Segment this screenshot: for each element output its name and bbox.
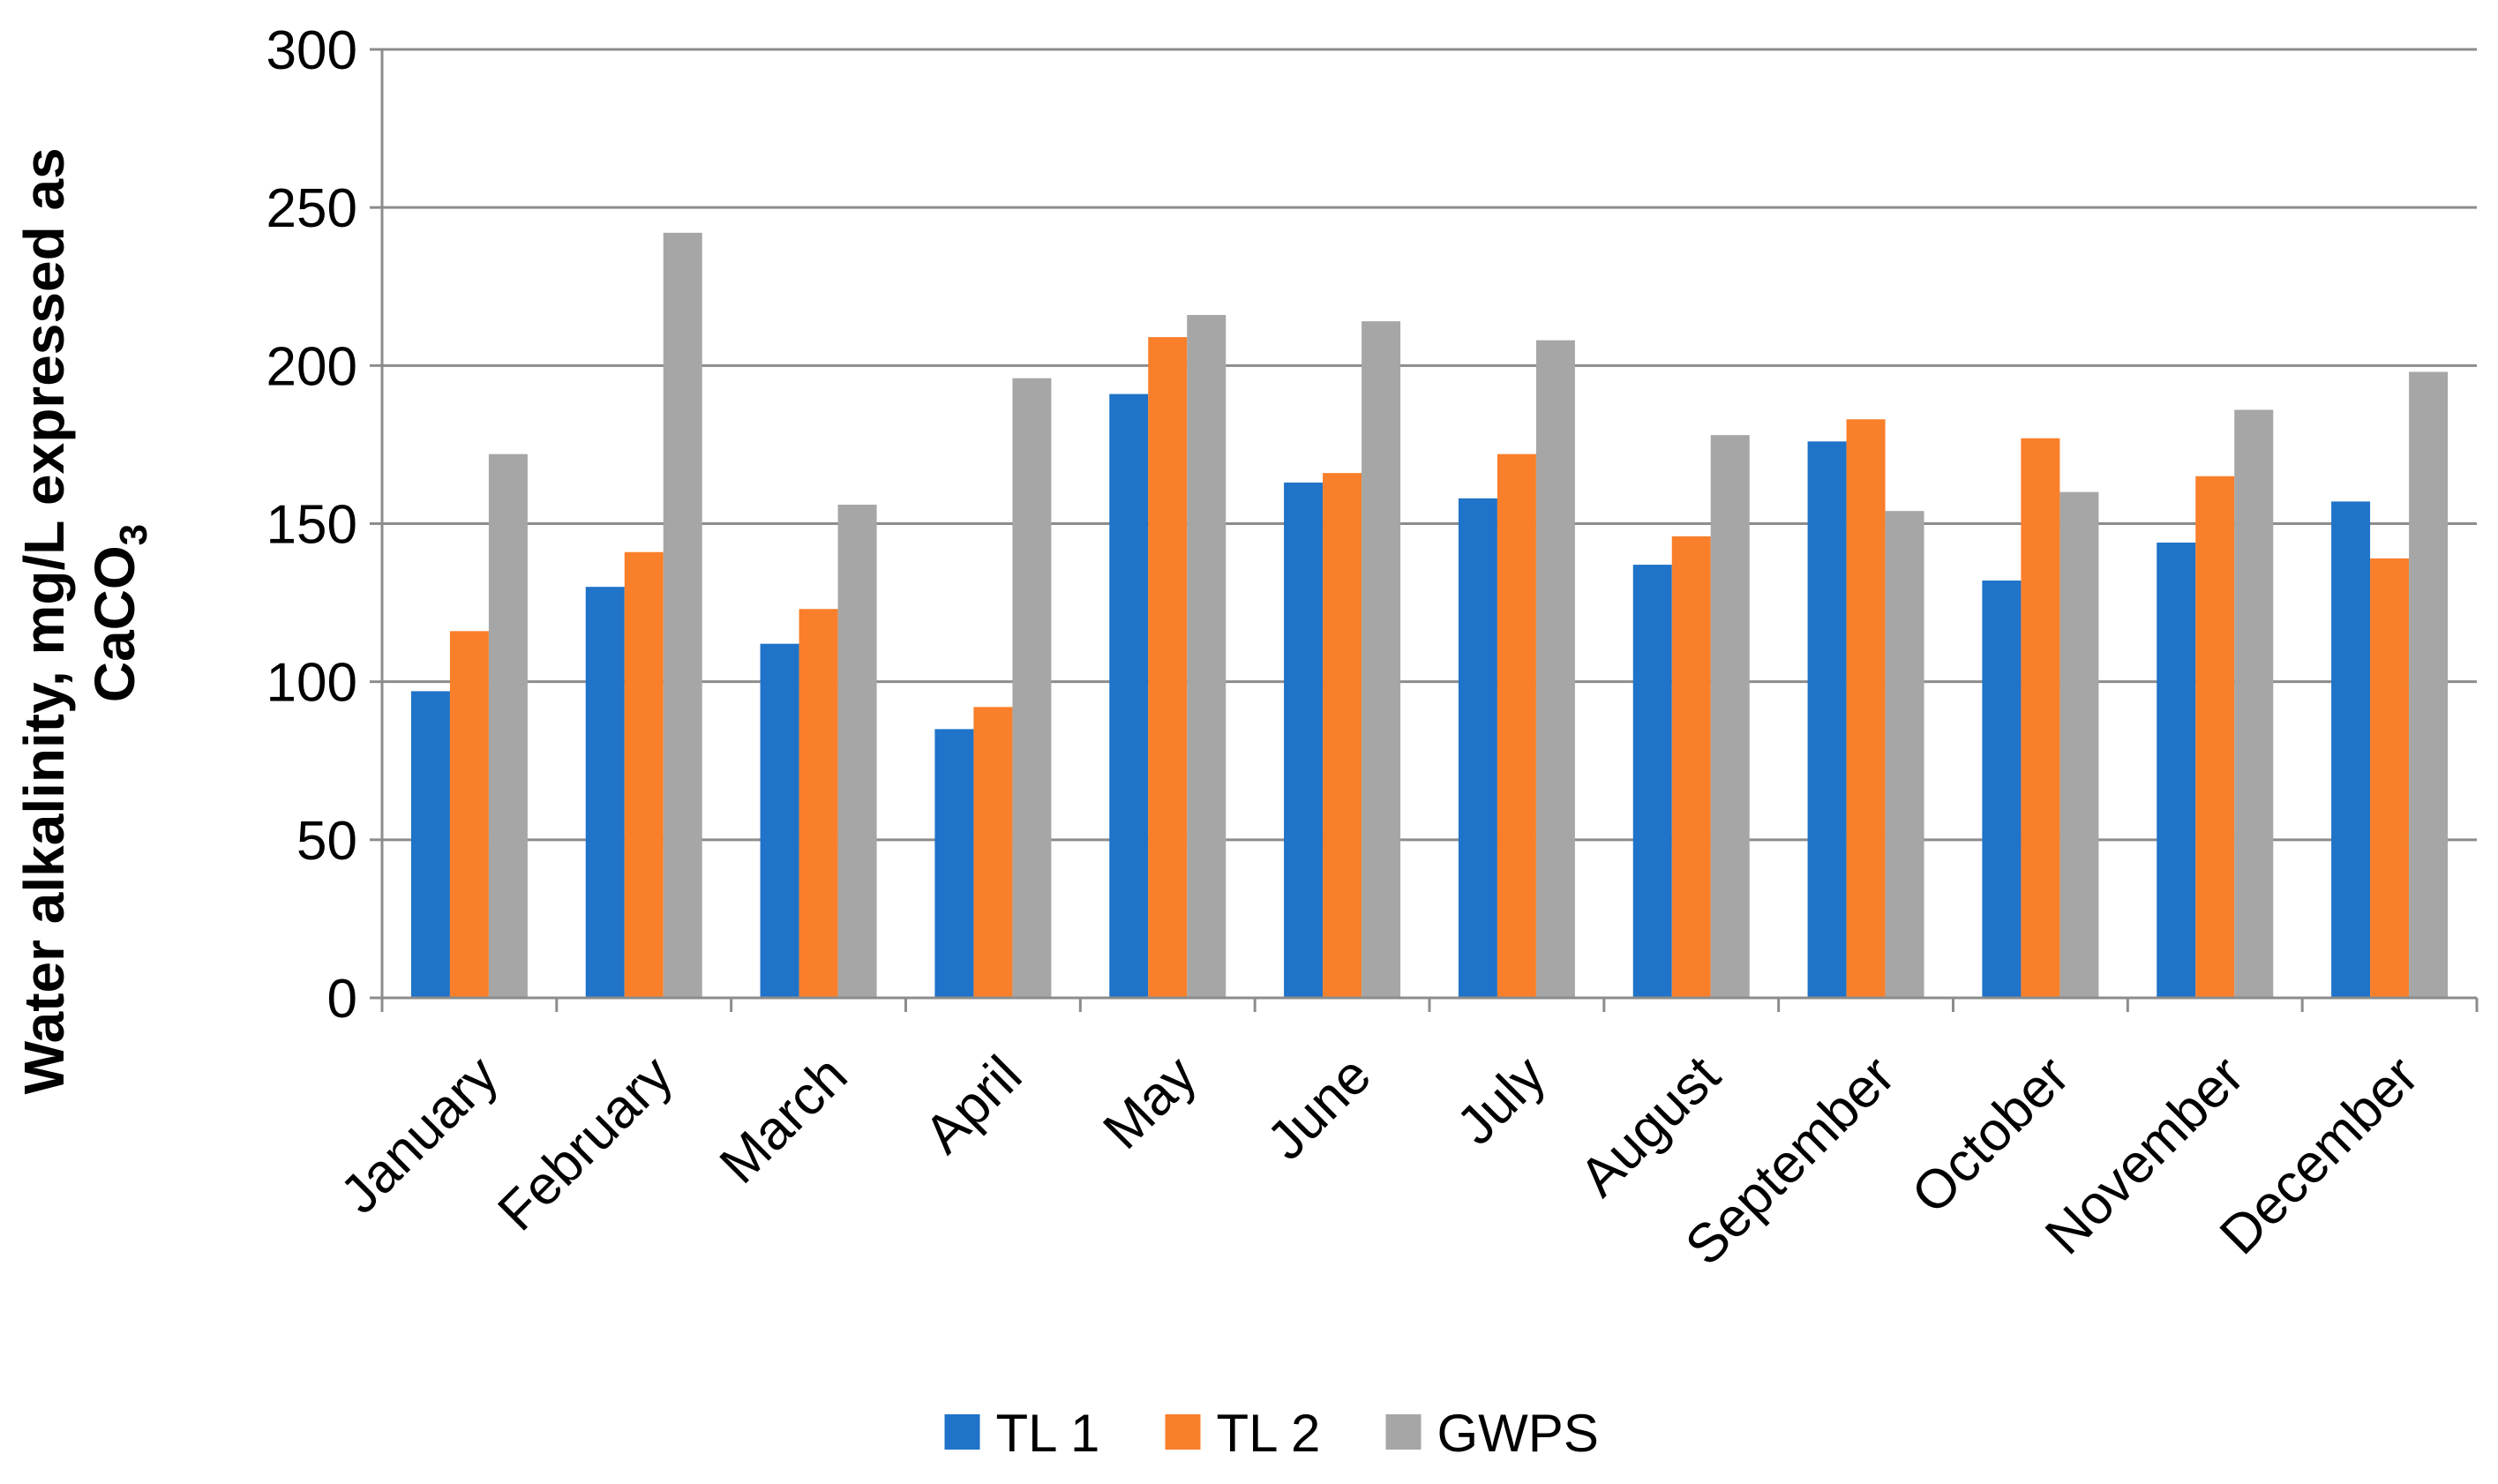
legend-label-tl-1: TL 1: [996, 1404, 1100, 1463]
bar-tl-1-march: [760, 643, 799, 998]
y-axis-title-line2: CaCO3: [83, 524, 155, 702]
bar-tl-2-july: [1497, 453, 1536, 998]
y-axis-title-line1: Water alkalinity, mg/L expressed as: [12, 147, 76, 1094]
y-tick-labels: 0 50 100 150 200 250 300: [266, 20, 357, 1030]
bar-tl-2-june: [1323, 473, 1362, 998]
bar-tl-1-may: [1109, 393, 1149, 998]
x-category-label: October: [1901, 1045, 2082, 1225]
bar-tl-1-june: [1284, 482, 1324, 998]
bar-tl-2-february: [624, 551, 664, 998]
y-tick-label: 100: [266, 653, 357, 714]
bar-tl-2-january: [449, 631, 489, 998]
bar-gwps-january: [488, 453, 528, 998]
bar-tl-2-september: [1846, 419, 1886, 998]
x-category-label: June: [1256, 1045, 1383, 1172]
bar-gwps-february: [663, 232, 702, 998]
bar-tl-1-august: [1632, 565, 1672, 998]
bar-tl-1-february: [585, 587, 625, 998]
bar-gwps-august: [1710, 435, 1750, 999]
bar-gwps-july: [1535, 340, 1575, 999]
bar-tl-1-april: [934, 729, 974, 998]
y-tick-label: 50: [296, 811, 357, 872]
x-category-label: April: [913, 1045, 1033, 1165]
x-category-label: July: [1445, 1045, 1557, 1157]
bar-tl-2-august: [1671, 536, 1711, 998]
legend-swatch-gwps: [1385, 1414, 1422, 1450]
bar-tl-1-december: [2331, 501, 2371, 998]
bar-gwps-april: [1012, 378, 1052, 999]
x-category-label: August: [1568, 1045, 1731, 1208]
gridlines: [382, 48, 2477, 842]
y-tick-label: 300: [266, 20, 357, 81]
bar-tl-2-may: [1148, 337, 1188, 998]
legend-label-gwps: GWPS: [1437, 1404, 1599, 1463]
bar-tl-1-november: [2157, 543, 2196, 998]
bar-gwps-october: [2059, 491, 2099, 998]
bar-tl-2-november: [2195, 476, 2235, 998]
bar-tl-1-october: [1982, 581, 2022, 998]
y-axis-title-line2-sub: 3: [112, 524, 155, 545]
x-category-label: May: [1092, 1045, 1209, 1161]
legend: TL 1 TL 2 GWPS: [944, 1404, 1599, 1463]
y-tick-label: 200: [266, 336, 357, 397]
bar-gwps-december: [2409, 371, 2449, 998]
bar-tl-2-april: [973, 707, 1013, 998]
bar-tl-1-january: [410, 691, 450, 998]
x-category-label: March: [709, 1045, 859, 1195]
bar-gwps-may: [1187, 315, 1226, 998]
y-tick-label: 0: [327, 969, 357, 1030]
bar-tl-1-september: [1807, 441, 1847, 998]
bars: [410, 232, 2449, 999]
bar-tl-1-july: [1458, 498, 1497, 998]
bar-gwps-november: [2234, 409, 2274, 998]
legend-swatch-tl-1: [944, 1414, 980, 1450]
legend-swatch-tl-2: [1165, 1414, 1201, 1450]
bar-gwps-september: [1885, 511, 1924, 998]
legend-label-tl-2: TL 2: [1217, 1404, 1321, 1463]
bar-tl-2-october: [2021, 438, 2060, 998]
x-category-label: January: [329, 1045, 510, 1225]
y-tick-label: 150: [266, 495, 357, 556]
x-category-label: February: [486, 1045, 684, 1242]
bar-tl-2-march: [799, 609, 838, 998]
y-axis-title-line2-main: CaCO: [83, 545, 146, 702]
y-axis-title: Water alkalinity, mg/L expressed as CaCO…: [12, 132, 155, 1095]
axes: [370, 48, 2479, 1012]
y-tick-label: 250: [266, 178, 357, 239]
bar-gwps-june: [1362, 321, 1401, 999]
bar-gwps-march: [837, 505, 877, 998]
bar-tl-2-december: [2370, 558, 2410, 998]
